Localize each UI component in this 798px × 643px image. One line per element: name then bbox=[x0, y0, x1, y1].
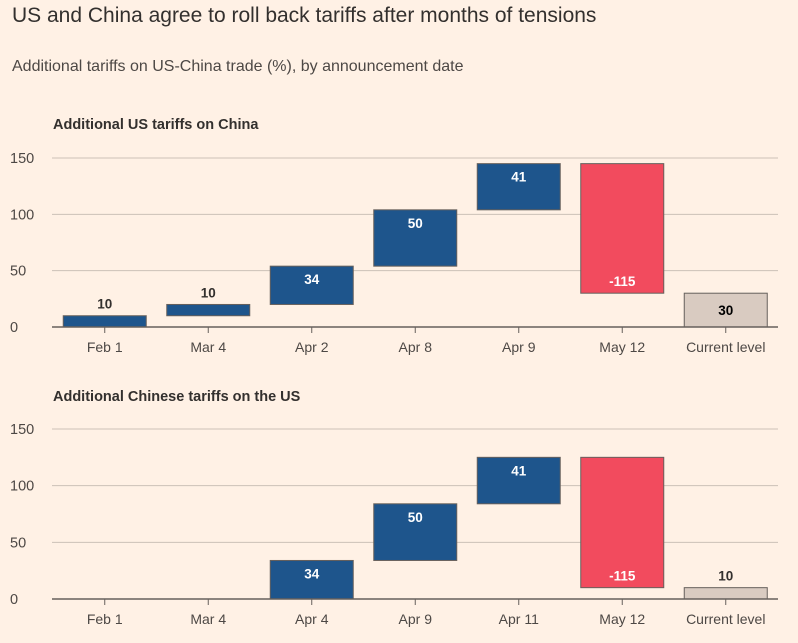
data-label: 50 bbox=[408, 216, 423, 231]
y-tick-label: 100 bbox=[10, 479, 34, 495]
chart-subtitle: Additional tariffs on US-China trade (%)… bbox=[12, 58, 464, 75]
chart-title: US and China agree to roll back tariffs … bbox=[12, 4, 597, 27]
bar bbox=[373, 503, 458, 561]
data-label: 41 bbox=[511, 463, 527, 478]
x-tick-label: Feb 1 bbox=[87, 339, 123, 355]
x-tick-label: Apr 9 bbox=[502, 339, 536, 355]
panel-title: Additional US tariffs on China bbox=[53, 117, 259, 133]
y-tick-label: 0 bbox=[10, 320, 18, 336]
data-label: 34 bbox=[304, 566, 320, 581]
y-tick-label: 50 bbox=[10, 264, 26, 280]
x-tick-label: Current level bbox=[686, 339, 765, 355]
x-tick-label: Apr 2 bbox=[295, 339, 329, 355]
bar bbox=[62, 315, 147, 328]
y-tick-label: 0 bbox=[10, 592, 18, 608]
data-label: 30 bbox=[718, 303, 733, 318]
x-tick-label: Apr 8 bbox=[399, 339, 433, 355]
x-tick-label: Feb 1 bbox=[87, 611, 123, 627]
data-label: -115 bbox=[609, 274, 636, 289]
bar bbox=[373, 209, 458, 267]
x-tick-label: Current level bbox=[686, 611, 765, 627]
y-tick-label: 50 bbox=[10, 535, 26, 551]
x-tick-label: May 12 bbox=[599, 611, 645, 627]
data-label: 41 bbox=[511, 170, 527, 185]
x-tick-label: Apr 9 bbox=[399, 611, 433, 627]
data-label: 50 bbox=[408, 510, 423, 525]
x-tick-label: Apr 11 bbox=[499, 611, 539, 627]
bar bbox=[683, 587, 768, 600]
y-tick-label: 100 bbox=[10, 207, 34, 223]
data-label: 10 bbox=[718, 569, 733, 584]
x-tick-label: May 12 bbox=[599, 339, 645, 355]
bar bbox=[476, 163, 561, 211]
y-tick-label: 150 bbox=[10, 151, 34, 167]
bar bbox=[269, 265, 354, 305]
x-tick-label: Mar 4 bbox=[190, 611, 226, 627]
panel-title: Additional Chinese tariffs on the US bbox=[53, 389, 301, 405]
bar bbox=[580, 163, 665, 294]
data-label: -115 bbox=[609, 569, 636, 584]
bar bbox=[580, 456, 665, 589]
data-label: 10 bbox=[201, 285, 216, 300]
x-tick-label: Apr 4 bbox=[295, 611, 329, 627]
bar bbox=[166, 303, 251, 317]
y-tick-label: 150 bbox=[10, 422, 34, 438]
bar bbox=[683, 292, 768, 328]
data-label: 10 bbox=[97, 297, 112, 312]
x-tick-label: Mar 4 bbox=[190, 339, 226, 355]
bar bbox=[476, 456, 561, 505]
data-label: 34 bbox=[304, 272, 320, 287]
